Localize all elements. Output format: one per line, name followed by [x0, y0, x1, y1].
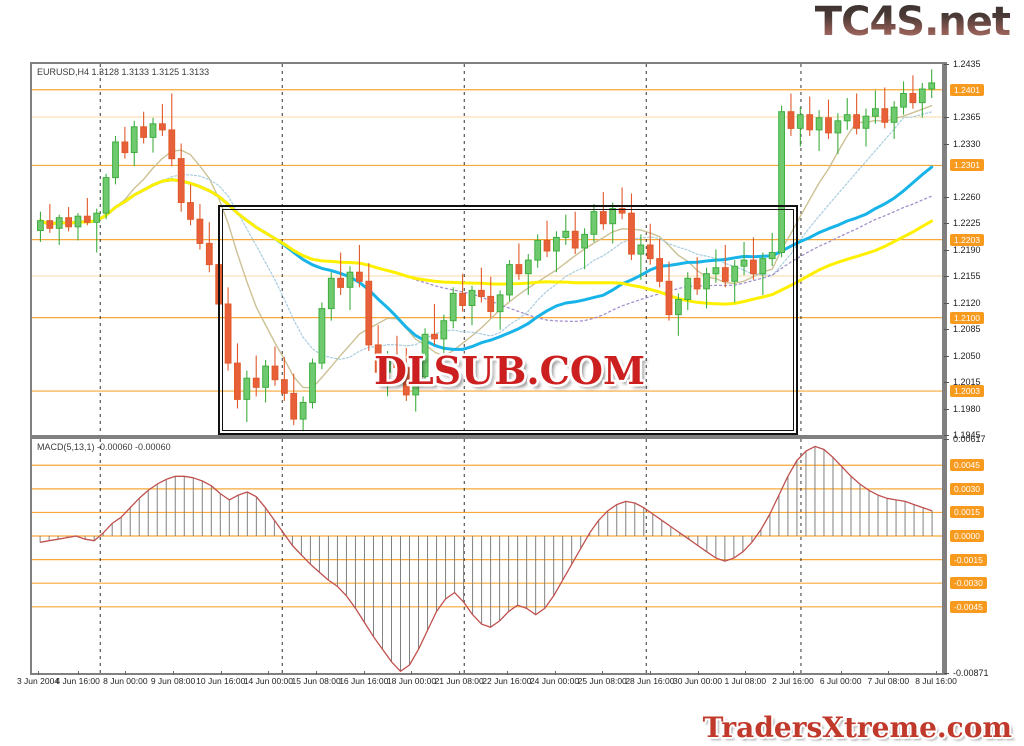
- macd-axis-tick: 0.00617: [944, 434, 986, 444]
- tick-mark: [944, 673, 949, 674]
- price-chart-svg: [32, 64, 942, 435]
- tick-mark: [944, 408, 949, 410]
- price-axis-tick: 1.2015: [944, 377, 981, 387]
- price-axis[interactable]: 1.2435 1.2401 1.2365 1.2330 1.2301 1.2260 1.22…: [944, 59, 1024, 440]
- time-tick-mark: [649, 671, 651, 675]
- macd-plot-area[interactable]: [32, 439, 942, 673]
- time-tick-mark: [77, 671, 79, 675]
- time-axis-label: 6 Jul 00:00: [819, 676, 862, 686]
- macd-axis[interactable]: 0.00617 0.0045 0.0030 0.0015 0.0000 -0.0015 -0…: [944, 434, 1024, 678]
- tick-mark: [944, 276, 949, 277]
- macd-level-badge[interactable]: -0.0015: [950, 553, 987, 566]
- time-tick-mark: [125, 671, 127, 675]
- time-axis-label: 22 Jun 16:00: [482, 676, 532, 686]
- price-level-badge[interactable]: 1.2401: [950, 83, 984, 96]
- price-level-badge[interactable]: 1.2301: [950, 159, 984, 172]
- time-axis-label: 4 Jun 16:00: [55, 676, 100, 686]
- price-chart-pane[interactable]: EURUSD,H4 1.3128 1.3133 1.3125 1.3133: [30, 62, 944, 437]
- time-tick-mark: [602, 671, 604, 675]
- tick-mark: [944, 329, 949, 330]
- annotation-rectangle[interactable]: [218, 205, 798, 435]
- macd-level-badge[interactable]: -0.0030: [950, 577, 987, 590]
- time-tick-mark: [38, 671, 39, 675]
- tc4s-logo: TC4S.net: [814, 0, 1011, 45]
- dlsub-watermark: DLSUB.COM: [374, 348, 646, 393]
- tick-mark: [944, 117, 949, 118]
- price-plot-area[interactable]: [32, 64, 942, 435]
- macd-axis-line: [944, 437, 947, 675]
- price-axis-tick: 1.2085: [944, 324, 981, 334]
- time-tick-mark: [411, 671, 413, 675]
- price-axis-tick: 1.2155: [944, 271, 981, 281]
- time-axis-label: 18 Jun 00:00: [386, 676, 437, 686]
- macd-level-badge[interactable]: -0.0045: [950, 600, 987, 613]
- tick-mark: [944, 435, 949, 436]
- macd-level-badge[interactable]: 0.0045: [950, 459, 984, 472]
- tick-mark: [944, 382, 949, 383]
- price-axis-tick: 1.1980: [944, 404, 981, 414]
- tick-mark: [944, 439, 949, 440]
- tick-mark: [944, 355, 949, 357]
- price-axis-tick: 1.2260: [944, 192, 981, 202]
- time-tick-mark: [363, 671, 365, 675]
- tick-mark: [944, 143, 949, 145]
- time-tick-mark: [697, 671, 699, 675]
- macd-level-badge[interactable]: 0.0030: [950, 482, 984, 495]
- time-axis-label: 2 Jul 16:00: [772, 676, 814, 686]
- time-tick-mark: [888, 671, 890, 675]
- macd-axis-tick: -0.00871: [944, 668, 989, 678]
- tradersxtreme-logo: TradersXtreme.com: [702, 711, 1012, 744]
- tick-mark: [944, 223, 949, 224]
- price-level-badge[interactable]: 1.2003: [950, 385, 984, 398]
- time-axis-label: 9 Jun 08:00: [150, 676, 196, 686]
- time-axis-label: 30 Jun 00:00: [673, 676, 723, 686]
- price-axis-tick: 1.2190: [944, 245, 981, 255]
- time-tick-mark: [459, 671, 461, 675]
- time-axis-label: 14 Jun 00:00: [243, 676, 293, 686]
- tick-mark: [944, 249, 949, 251]
- macd-level-badge[interactable]: 0.0000: [950, 530, 984, 543]
- time-tick-mark: [936, 671, 937, 675]
- time-tick-mark: [506, 671, 508, 675]
- time-axis-label: 24 Jun 00:00: [529, 676, 580, 686]
- time-tick-mark: [792, 671, 794, 675]
- time-axis-label: 28 Jun 16:00: [625, 676, 675, 686]
- price-axis-tick: 1.2435: [944, 59, 981, 69]
- price-pane-label: EURUSD,H4 1.3128 1.3133 1.3125 1.3133: [37, 67, 210, 77]
- price-level-badge[interactable]: 1.2203: [950, 233, 984, 246]
- time-tick-mark: [316, 671, 318, 675]
- price-axis-tick: 1.2050: [944, 351, 981, 361]
- time-tick-mark: [554, 671, 556, 675]
- macd-level-badge[interactable]: 0.0015: [950, 506, 984, 519]
- time-axis-label: 8 Jul 16:00: [915, 676, 957, 686]
- time-axis-label: 16 Jun 16:00: [339, 676, 389, 686]
- time-axis: 3 Jun 2004 4 Jun 16:00 8 Jun 00:00 9 Jun 08…: [17, 671, 957, 694]
- macd-pane-label: MACD(5,13,1) -0.00060 -0.00060: [37, 442, 171, 452]
- time-axis-label: 15 Jun 08:00: [291, 676, 341, 686]
- time-axis-label: 1 Jul 08:00: [724, 676, 767, 686]
- time-axis-label: 21 Jun 08:00: [434, 676, 484, 686]
- time-axis-label: 8 Jun 00:00: [103, 676, 148, 686]
- price-axis-tick: 1.2225: [944, 218, 981, 228]
- time-tick-mark: [173, 671, 175, 675]
- macd-chart-pane[interactable]: MACD(5,13,1) -0.00060 -0.00060: [30, 437, 944, 675]
- price-axis-tick: 1.2365: [944, 112, 981, 122]
- price-level-badge[interactable]: 1.2100: [950, 311, 984, 324]
- time-tick-mark: [220, 671, 222, 675]
- time-axis-label: 7 Jul 08:00: [867, 676, 910, 686]
- macd-chart-svg: [32, 439, 942, 673]
- time-tick-mark: [745, 671, 747, 675]
- time-axis-label: 10 Jun 16:00: [196, 676, 246, 686]
- tick-mark: [944, 196, 949, 198]
- time-tick-mark: [268, 671, 270, 675]
- time-axis-label: 25 Jun 08:00: [577, 676, 627, 686]
- price-axis-tick: 1.2120: [944, 298, 981, 308]
- time-tick-mark: [840, 671, 842, 675]
- tick-mark: [944, 64, 949, 65]
- tick-mark: [944, 302, 949, 304]
- price-axis-tick: 1.1945: [944, 430, 981, 440]
- price-axis-tick: 1.2330: [944, 139, 981, 149]
- time-axis-label: 3 Jun 2004: [16, 676, 60, 686]
